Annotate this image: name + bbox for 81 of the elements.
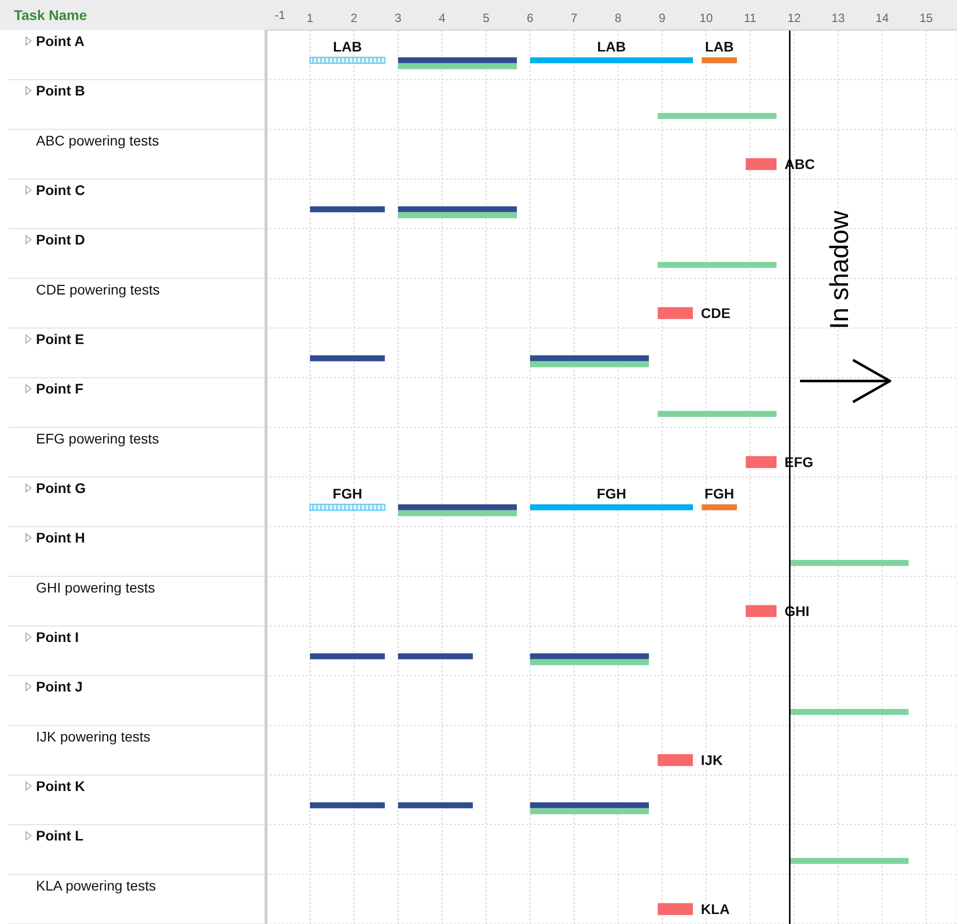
y-tick-label: ABC powering tests <box>36 132 159 148</box>
y-tick-label: Point E <box>36 331 84 347</box>
x-tick-label: 11 <box>744 11 757 25</box>
x-tick-label: 14 <box>876 11 890 25</box>
x-tick-label: 9 <box>658 11 666 25</box>
bar <box>746 158 777 170</box>
text: -1 <box>274 8 286 22</box>
y-tick-label: CDE powering tests <box>36 281 160 298</box>
y-tick-label: Point D <box>36 232 85 248</box>
bar <box>658 410 777 417</box>
x-tick-label: 15 <box>920 11 934 25</box>
x-tick-label: 2 <box>350 11 358 25</box>
x-tick-label: 4 <box>438 11 446 25</box>
y-tick-label: EFG powering tests <box>36 430 159 446</box>
y-tick-label: Point K <box>36 778 85 794</box>
bar <box>530 653 649 660</box>
bar <box>790 708 909 715</box>
x-tick-label: 6 <box>526 11 534 25</box>
bar <box>790 858 909 864</box>
bar <box>398 802 473 808</box>
bar <box>310 653 385 660</box>
annotation: In shadow <box>824 210 854 330</box>
data-label: FGH <box>332 485 362 502</box>
y-tick-label: Point L <box>36 828 84 844</box>
x-tick-label: 13 <box>831 11 846 25</box>
bar <box>746 605 777 618</box>
bar <box>530 355 649 362</box>
x-tick-label: 1 <box>306 11 314 25</box>
y-tick-label: Point H <box>36 530 85 546</box>
y-tick-label: IJK powering tests <box>36 728 150 744</box>
y-axis-title: Task Name <box>14 7 87 23</box>
y-tick-label: Point I <box>36 629 79 645</box>
data-label: IJK <box>700 752 723 768</box>
bar <box>530 504 693 510</box>
bar <box>398 206 517 212</box>
bar <box>398 63 517 70</box>
data-label: FGH <box>704 485 734 502</box>
y-tick-label: Point F <box>36 380 84 397</box>
bar <box>530 808 649 814</box>
bar <box>746 456 777 468</box>
x-tick-label: 5 <box>482 11 490 25</box>
y-tick-label: Point A <box>36 33 84 49</box>
bar <box>530 802 649 808</box>
x-tick-label: 3 <box>394 11 402 25</box>
data-label: KLA <box>700 901 730 918</box>
x-tick-label: 8 <box>614 11 622 25</box>
x-tick-label: 7 <box>570 11 578 25</box>
y-tick-label: KLA powering tests <box>36 877 156 894</box>
x-tick-label: 12 <box>787 11 802 25</box>
bar <box>398 653 473 660</box>
y-tick-label: Point B <box>36 82 85 99</box>
bar <box>310 206 385 212</box>
bar <box>658 112 777 119</box>
bar <box>310 56 386 64</box>
bar <box>658 754 693 766</box>
bar <box>310 802 385 808</box>
y-tick-label: Point J <box>36 678 83 695</box>
bar <box>702 504 737 510</box>
data-label: LAB <box>704 38 734 54</box>
bar <box>530 659 649 666</box>
bar <box>530 361 649 368</box>
bar <box>310 355 385 362</box>
bar <box>398 57 517 64</box>
y-tick-label: Point C <box>36 182 85 198</box>
bar <box>702 57 737 64</box>
bar <box>790 560 909 566</box>
y-tick-label: GHI powering tests <box>36 579 156 596</box>
x-tick-label: 10 <box>699 11 714 25</box>
data-label: FGH <box>596 485 626 502</box>
data-label: LAB <box>597 38 626 54</box>
bar <box>398 212 517 218</box>
bar <box>310 504 386 511</box>
bar <box>658 903 693 916</box>
bar <box>658 307 693 320</box>
data-label: CDE <box>700 305 730 322</box>
bar <box>658 262 777 268</box>
bar <box>530 57 693 64</box>
bar <box>398 504 517 510</box>
y-tick-label: Point G <box>36 480 86 496</box>
data-label: LAB <box>333 38 362 54</box>
bar <box>398 510 517 516</box>
